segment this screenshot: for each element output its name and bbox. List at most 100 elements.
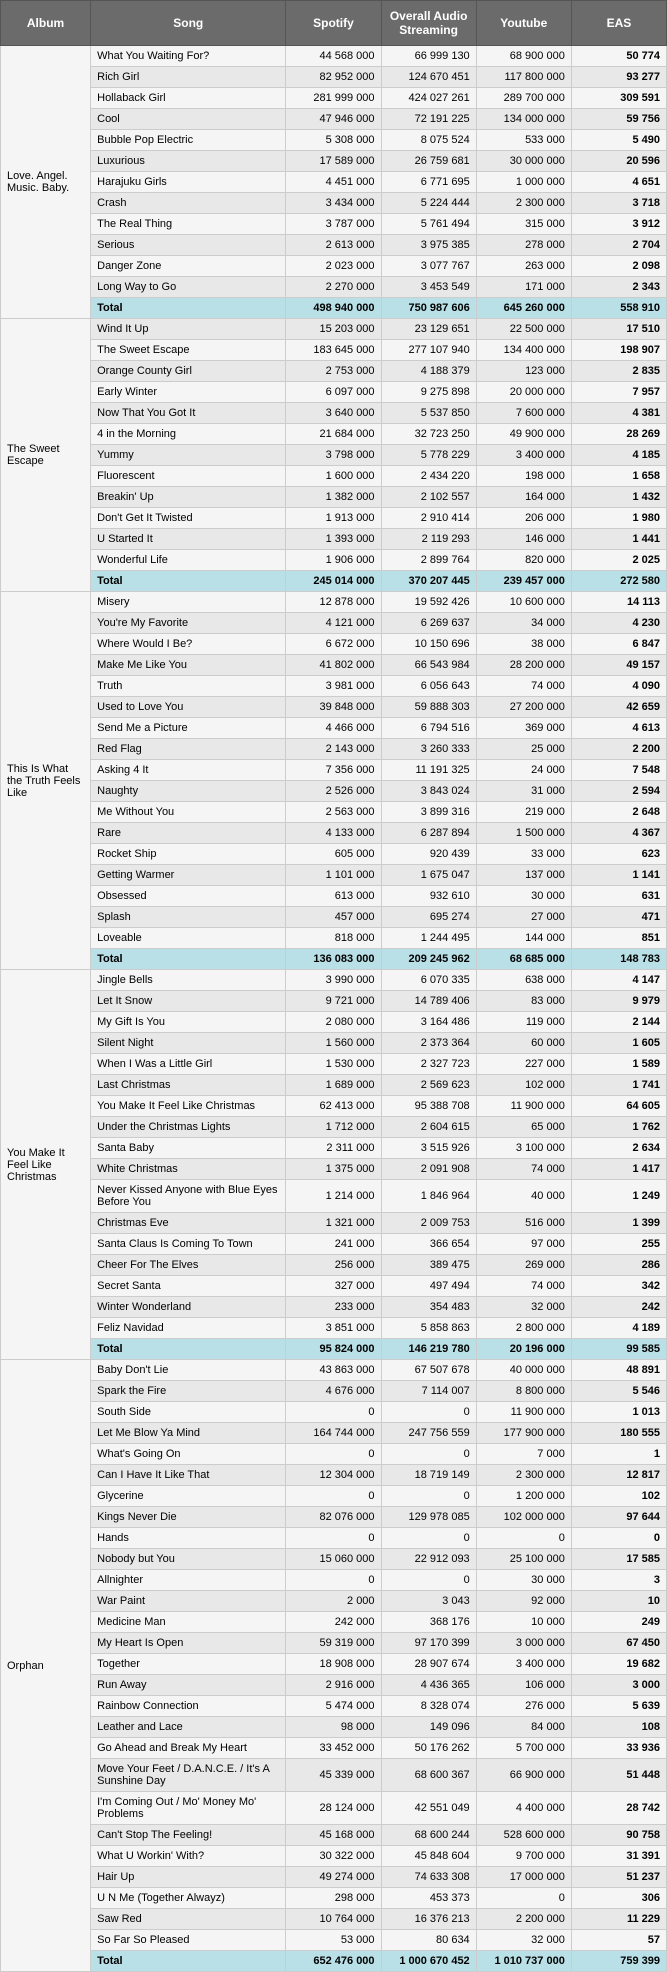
spotify-cell: 0 <box>286 1570 381 1591</box>
table-row: Winter Wonderland233 000354 48332 000242 <box>1 1297 667 1318</box>
table-row: Now That You Got It3 640 0005 537 8507 6… <box>1 403 667 424</box>
eas-cell: 242 <box>571 1297 666 1318</box>
oas-cell: 1 244 495 <box>381 928 476 949</box>
oas-cell: 4 436 365 <box>381 1675 476 1696</box>
spotify-cell: 15 203 000 <box>286 319 381 340</box>
youtube-cell: 74 000 <box>476 1276 571 1297</box>
table-row: My Gift Is You2 080 0003 164 486119 0002… <box>1 1012 667 1033</box>
song-cell: Last Christmas <box>91 1075 286 1096</box>
spotify-cell: 5 474 000 <box>286 1696 381 1717</box>
total-oas: 1 000 670 452 <box>381 1951 476 1972</box>
youtube-cell: 516 000 <box>476 1213 571 1234</box>
table-row: My Heart Is Open59 319 00097 170 3993 00… <box>1 1633 667 1654</box>
spotify-cell: 1 101 000 <box>286 865 381 886</box>
table-row: Rare4 133 0006 287 8941 500 0004 367 <box>1 823 667 844</box>
album-cell: The Sweet Escape <box>1 319 91 592</box>
total-eas: 99 585 <box>571 1339 666 1360</box>
spotify-cell: 28 124 000 <box>286 1792 381 1825</box>
total-spotify: 95 824 000 <box>286 1339 381 1360</box>
song-cell: Allnighter <box>91 1570 286 1591</box>
song-cell: You're My Favorite <box>91 613 286 634</box>
song-cell: You Make It Feel Like Christmas <box>91 1096 286 1117</box>
total-row: Total652 476 0001 000 670 4521 010 737 0… <box>1 1951 667 1972</box>
eas-cell: 1 605 <box>571 1033 666 1054</box>
song-cell: South Side <box>91 1402 286 1423</box>
spotify-cell: 164 744 000 <box>286 1423 381 1444</box>
song-cell: Secret Santa <box>91 1276 286 1297</box>
song-cell: Can't Stop The Feeling! <box>91 1825 286 1846</box>
table-row: You Make It Feel Like ChristmasJingle Be… <box>1 970 667 991</box>
song-cell: Rocket Ship <box>91 844 286 865</box>
spotify-cell: 82 076 000 <box>286 1507 381 1528</box>
song-cell: Make Me Like You <box>91 655 286 676</box>
song-cell: Danger Zone <box>91 256 286 277</box>
song-cell: Used to Love You <box>91 697 286 718</box>
oas-cell: 66 543 984 <box>381 655 476 676</box>
eas-cell: 64 605 <box>571 1096 666 1117</box>
oas-cell: 1 675 047 <box>381 865 476 886</box>
streaming-table: Album Song Spotify Overall Audio Streami… <box>0 0 667 1972</box>
eas-cell: 42 659 <box>571 697 666 718</box>
total-spotify: 498 940 000 <box>286 298 381 319</box>
song-cell: Hands <box>91 1528 286 1549</box>
table-row: Make Me Like You41 802 00066 543 98428 2… <box>1 655 667 676</box>
song-cell: Loveable <box>91 928 286 949</box>
song-cell: Hollaback Girl <box>91 88 286 109</box>
spotify-cell: 5 308 000 <box>286 130 381 151</box>
oas-cell: 3 843 024 <box>381 781 476 802</box>
youtube-cell: 9 700 000 <box>476 1846 571 1867</box>
oas-cell: 3 164 486 <box>381 1012 476 1033</box>
oas-cell: 124 670 451 <box>381 67 476 88</box>
youtube-cell: 2 200 000 <box>476 1909 571 1930</box>
spotify-cell: 4 133 000 <box>286 823 381 844</box>
song-cell: Obsessed <box>91 886 286 907</box>
youtube-cell: 134 000 000 <box>476 109 571 130</box>
song-cell: Luxurious <box>91 151 286 172</box>
oas-cell: 2 899 764 <box>381 550 476 571</box>
table-row: Medicine Man242 000368 17610 000249 <box>1 1612 667 1633</box>
col-oas: Overall Audio Streaming <box>381 1 476 46</box>
table-row: Asking 4 It7 356 00011 191 32524 0007 54… <box>1 760 667 781</box>
spotify-cell: 2 916 000 <box>286 1675 381 1696</box>
table-row: Harajuku Girls4 451 0006 771 6951 000 00… <box>1 172 667 193</box>
song-cell: Christmas Eve <box>91 1213 286 1234</box>
spotify-cell: 12 878 000 <box>286 592 381 613</box>
song-cell: Cheer For The Elves <box>91 1255 286 1276</box>
youtube-cell: 117 800 000 <box>476 67 571 88</box>
eas-cell: 306 <box>571 1888 666 1909</box>
youtube-cell: 3 100 000 <box>476 1138 571 1159</box>
youtube-cell: 206 000 <box>476 508 571 529</box>
youtube-cell: 84 000 <box>476 1717 571 1738</box>
table-row: Let Me Blow Ya Mind164 744 000247 756 55… <box>1 1423 667 1444</box>
oas-cell: 5 778 229 <box>381 445 476 466</box>
oas-cell: 0 <box>381 1528 476 1549</box>
total-label: Total <box>91 571 286 592</box>
table-row: Can I Have It Like That12 304 00018 719 … <box>1 1465 667 1486</box>
song-cell: Under the Christmas Lights <box>91 1117 286 1138</box>
total-oas: 370 207 445 <box>381 571 476 592</box>
table-row: Christmas Eve1 321 0002 009 753516 0001 … <box>1 1213 667 1234</box>
youtube-cell: 33 000 <box>476 844 571 865</box>
spotify-cell: 3 851 000 <box>286 1318 381 1339</box>
oas-cell: 10 150 696 <box>381 634 476 655</box>
table-row: Together18 908 00028 907 6743 400 00019 … <box>1 1654 667 1675</box>
eas-cell: 3 000 <box>571 1675 666 1696</box>
eas-cell: 2 835 <box>571 361 666 382</box>
oas-cell: 3 453 549 <box>381 277 476 298</box>
oas-cell: 23 129 651 <box>381 319 476 340</box>
youtube-cell: 1 500 000 <box>476 823 571 844</box>
spotify-cell: 2 000 <box>286 1591 381 1612</box>
table-row: Serious2 613 0003 975 385278 0002 704 <box>1 235 667 256</box>
eas-cell: 5 639 <box>571 1696 666 1717</box>
song-cell: Spark the Fire <box>91 1381 286 1402</box>
youtube-cell: 276 000 <box>476 1696 571 1717</box>
spotify-cell: 47 946 000 <box>286 109 381 130</box>
youtube-cell: 164 000 <box>476 487 571 508</box>
youtube-cell: 49 900 000 <box>476 424 571 445</box>
table-row: Cool47 946 00072 191 225134 000 00059 75… <box>1 109 667 130</box>
spotify-cell: 0 <box>286 1528 381 1549</box>
spotify-cell: 242 000 <box>286 1612 381 1633</box>
spotify-cell: 59 319 000 <box>286 1633 381 1654</box>
table-row: Fluorescent1 600 0002 434 220198 0001 65… <box>1 466 667 487</box>
spotify-cell: 45 339 000 <box>286 1759 381 1792</box>
